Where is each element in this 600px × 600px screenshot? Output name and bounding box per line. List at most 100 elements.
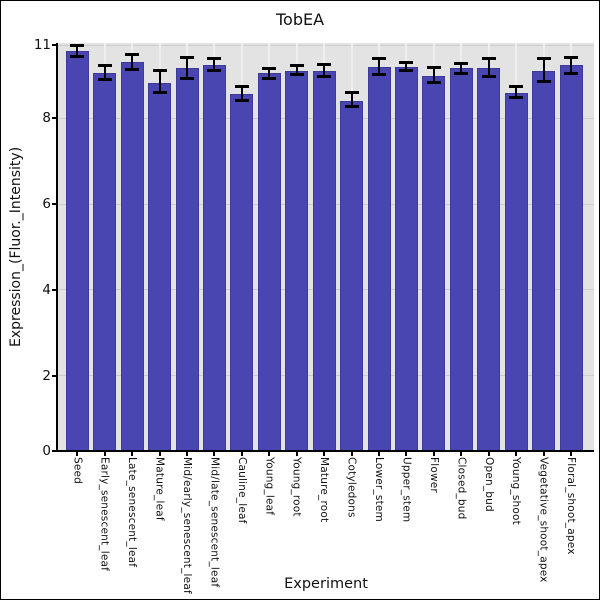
x-tick-mark [515, 452, 518, 456]
error-bar-cap [399, 69, 414, 73]
x-tick-mark [378, 452, 381, 456]
x-axis-label: Experiment [284, 576, 368, 592]
h-gridline [58, 44, 594, 46]
x-tick-label: Mature_leaf [153, 457, 166, 521]
error-bar-line [487, 58, 490, 77]
x-axis-spine [56, 450, 594, 452]
x-tick-label: Mid/late_senescent_leaf [208, 457, 221, 588]
x-tick-label: Flower [427, 457, 440, 493]
error-bar-line [295, 65, 298, 75]
bar [120, 62, 144, 451]
x-tick-label: Vegetative_shoot_apex [537, 457, 550, 583]
error-bar-cap [317, 75, 332, 79]
error-bar-cap [509, 85, 524, 89]
error-bar-line [570, 57, 573, 74]
x-tick-label: Cotyledons [345, 457, 358, 518]
x-tick-label: Young_shoot [510, 457, 523, 525]
error-bar-cap [289, 72, 304, 76]
bar [148, 82, 172, 451]
error-bar-line [131, 54, 134, 70]
x-tick-mark [460, 452, 463, 456]
error-bar-cap [180, 55, 195, 59]
x-tick-mark [542, 452, 545, 456]
error-bar-cap [152, 69, 167, 73]
y-tick-mark [52, 117, 56, 120]
x-tick-mark [186, 452, 189, 456]
error-bar-line [542, 58, 545, 82]
error-bar-cap [180, 76, 195, 80]
y-tick-mark [52, 450, 56, 452]
error-bar-cap [125, 68, 140, 72]
bar [202, 64, 226, 451]
error-bar-line [405, 62, 408, 71]
error-bar-cap [262, 76, 277, 80]
x-tick-label: Young_leaf [263, 457, 276, 516]
y-axis-label: Expression_(Fluor._Intensity) [8, 146, 24, 348]
error-bar-cap [70, 43, 85, 47]
x-tick-label: Closed_bud [455, 457, 468, 520]
bar [65, 51, 89, 451]
error-bar-line [268, 68, 271, 79]
y-tick-label: 6 [42, 196, 51, 213]
x-tick-mark [405, 452, 408, 456]
bar [340, 101, 364, 451]
bar [367, 67, 391, 451]
x-tick-mark [570, 452, 573, 456]
x-tick-mark [131, 452, 134, 456]
bar [93, 73, 117, 451]
bar [257, 73, 281, 451]
error-bar-cap [344, 104, 359, 108]
x-tick-mark [350, 452, 353, 456]
y-tick-mark [52, 374, 56, 377]
x-tick-mark [76, 452, 79, 456]
error-bar-line [323, 64, 326, 77]
error-bar-line [103, 65, 106, 80]
error-bar-cap [536, 80, 551, 84]
bar [422, 75, 446, 451]
chart-title: TobEA [275, 10, 325, 29]
bar [532, 70, 556, 451]
x-tick-label: Cauline_leaf [235, 457, 248, 524]
error-bar-cap [372, 57, 387, 60]
error-bar-line [515, 86, 518, 98]
x-tick-mark [323, 452, 326, 456]
error-bar-line [240, 86, 243, 101]
x-tick-label: Open_bud [482, 457, 495, 512]
y-tick-mark [52, 288, 56, 291]
error-bar-line [350, 92, 353, 107]
y-tick-label: 11 [33, 37, 51, 54]
bar [477, 68, 501, 451]
bar [449, 68, 473, 451]
y-tick-mark [52, 203, 56, 206]
error-bar-cap [454, 71, 469, 75]
x-tick-mark [240, 452, 243, 456]
y-tick-label: 0 [42, 443, 51, 459]
error-bar-cap [564, 55, 579, 59]
error-bar-cap [234, 85, 249, 89]
error-bar-cap [399, 60, 414, 64]
error-bar-cap [70, 54, 85, 58]
error-bar-cap [454, 61, 469, 65]
x-tick-label: Seed [71, 457, 84, 485]
bar [230, 94, 254, 451]
error-bar-line [460, 63, 463, 74]
x-tick-label: Mid/early_senescent_leaf [181, 457, 194, 594]
error-bar-cap [564, 71, 579, 75]
error-bar-cap [481, 75, 496, 79]
error-bar-line [186, 57, 189, 79]
error-bar-line [158, 70, 161, 93]
error-bar-cap [426, 81, 441, 85]
error-bar-line [76, 45, 79, 57]
error-bar-line [213, 58, 216, 71]
error-bar-line [432, 67, 435, 83]
error-bar-cap [262, 66, 277, 70]
error-bar-cap [372, 72, 387, 76]
x-tick-label: Young_root [290, 457, 303, 517]
error-bar-cap [426, 65, 441, 69]
bar [312, 70, 336, 451]
x-tick-label: Late_senescent_leaf [126, 457, 139, 568]
error-bar-cap [481, 57, 496, 60]
error-bar-cap [207, 69, 222, 73]
error-bar-cap [97, 64, 112, 68]
